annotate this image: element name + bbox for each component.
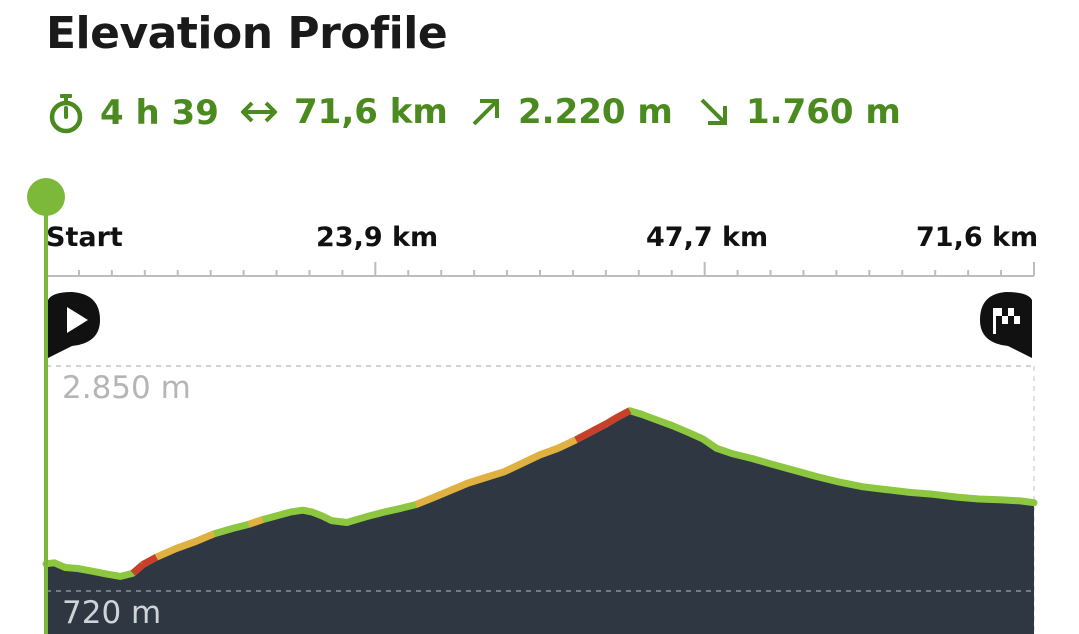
distance-value: 71,6 km — [294, 92, 448, 132]
checkered-flag-icon[interactable] — [980, 292, 1032, 358]
arrow-up-right-icon — [468, 94, 504, 130]
distance-axis-ticks — [45, 262, 1035, 276]
steep-moderate-segments — [154, 436, 578, 561]
descent-stat: 1.760 m — [696, 92, 901, 132]
play-icon[interactable] — [48, 292, 100, 358]
ascent-value: 2.220 m — [518, 92, 673, 132]
position-marker-handle[interactable] — [27, 178, 65, 216]
terrain-area — [46, 410, 1034, 634]
duration-stat: 4 h 39 — [46, 92, 219, 134]
descent-value: 1.760 m — [746, 92, 901, 132]
horizontal-arrows-icon — [238, 97, 280, 127]
x-tick-label-1: 23,9 km — [316, 222, 439, 253]
x-tick-label-2: 47,7 km — [646, 222, 769, 253]
stopwatch-icon — [46, 92, 86, 134]
arrow-down-right-icon — [696, 94, 732, 130]
x-tick-label-end: 71,6 km — [916, 222, 1039, 253]
steep-high-segments — [130, 407, 632, 576]
ascent-stat: 2.220 m — [468, 92, 673, 132]
x-tick-label-start: Start — [46, 222, 123, 253]
duration-value: 4 h 39 — [100, 93, 219, 133]
max-elevation-label: 2.850 m — [62, 370, 191, 406]
distance-stat: 71,6 km — [238, 92, 448, 132]
page-title: Elevation Profile — [46, 8, 448, 59]
min-elevation-label: 720 m — [62, 595, 162, 631]
